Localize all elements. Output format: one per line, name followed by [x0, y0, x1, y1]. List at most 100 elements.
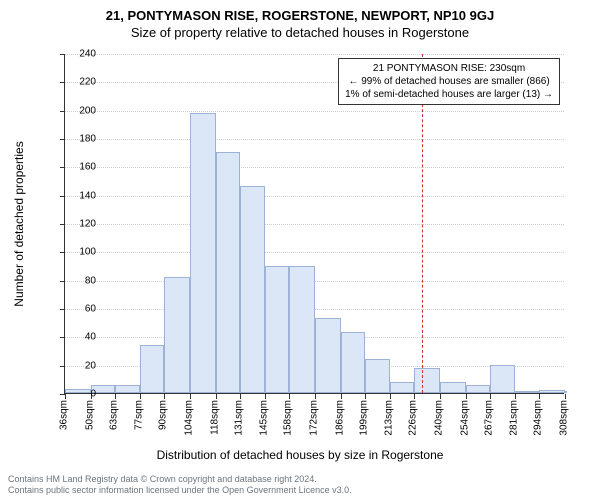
annotation-line: ← 99% of detached houses are smaller (86… [345, 75, 553, 88]
y-tick-label: 20 [68, 360, 96, 371]
y-tick-label: 220 [68, 77, 96, 88]
histogram-bar [265, 266, 289, 394]
histogram-bar [289, 266, 315, 394]
histogram-bar [390, 382, 414, 393]
footer-line-2: Contains public sector information licen… [8, 485, 352, 496]
x-tick-mark [315, 394, 316, 399]
x-tick-mark [240, 394, 241, 399]
x-tick-label: 145sqm [259, 400, 270, 436]
y-axis-label: Number of detached properties [12, 141, 26, 306]
chart-subtitle: Size of property relative to detached ho… [0, 23, 600, 40]
footer-line-1: Contains HM Land Registry data © Crown c… [8, 474, 352, 485]
x-tick-label: 186sqm [334, 400, 345, 436]
y-tick-mark [60, 309, 65, 310]
x-tick-label: 158sqm [283, 400, 294, 436]
histogram-bar [440, 382, 466, 393]
y-tick-label: 120 [68, 219, 96, 230]
x-tick-mark [466, 394, 467, 399]
y-tick-label: 160 [68, 162, 96, 173]
histogram-bar [515, 391, 539, 393]
x-tick-label: 118sqm [209, 400, 220, 435]
y-tick-label: 200 [68, 105, 96, 116]
grid-line [65, 167, 564, 168]
y-tick-mark [60, 82, 65, 83]
x-tick-mark [440, 394, 441, 399]
y-tick-label: 60 [68, 304, 96, 315]
y-tick-mark [60, 139, 65, 140]
x-tick-label: 308sqm [559, 400, 570, 436]
x-tick-mark [115, 394, 116, 399]
y-tick-mark [60, 224, 65, 225]
x-tick-label: 294sqm [533, 400, 544, 436]
x-tick-label: 104sqm [184, 400, 195, 436]
histogram-chart [64, 54, 564, 394]
x-tick-mark [414, 394, 415, 399]
histogram-bar [190, 113, 216, 394]
x-tick-mark [490, 394, 491, 399]
x-tick-mark [539, 394, 540, 399]
x-tick-label: 281sqm [509, 400, 520, 436]
histogram-bar [341, 332, 365, 393]
x-tick-label: 90sqm [158, 400, 169, 430]
x-tick-label: 50sqm [84, 400, 95, 430]
grid-line [65, 224, 564, 225]
y-tick-label: 140 [68, 190, 96, 201]
y-tick-mark [60, 252, 65, 253]
grid-line [65, 111, 564, 112]
y-tick-label: 100 [68, 247, 96, 258]
histogram-bar [240, 186, 266, 393]
x-tick-label: 131sqm [233, 400, 244, 436]
y-tick-label: 80 [68, 275, 96, 286]
grid-line [65, 139, 564, 140]
grid-line [65, 196, 564, 197]
y-tick-label: 40 [68, 332, 96, 343]
y-tick-mark [60, 337, 65, 338]
histogram-bar [466, 385, 490, 394]
x-tick-mark [390, 394, 391, 399]
y-tick-label: 240 [68, 49, 96, 60]
x-tick-mark [140, 394, 141, 399]
y-tick-mark [60, 196, 65, 197]
x-tick-mark [190, 394, 191, 399]
x-tick-label: 172sqm [309, 400, 320, 436]
histogram-bar [164, 277, 190, 393]
y-tick-mark [60, 366, 65, 367]
histogram-bar [539, 390, 565, 393]
histogram-bar [490, 365, 516, 393]
histogram-bar [140, 345, 164, 393]
x-tick-mark [565, 394, 566, 399]
grid-line [65, 252, 564, 253]
x-tick-label: 240sqm [434, 400, 445, 436]
y-tick-mark [60, 281, 65, 282]
histogram-bar [414, 368, 440, 394]
y-tick-mark [60, 54, 65, 55]
x-tick-mark [341, 394, 342, 399]
x-tick-mark [265, 394, 266, 399]
plot-area [64, 54, 564, 394]
histogram-bar [115, 385, 141, 394]
x-tick-mark [365, 394, 366, 399]
page-title: 21, PONTYMASON RISE, ROGERSTONE, NEWPORT… [0, 0, 600, 23]
x-tick-label: 267sqm [483, 400, 494, 436]
y-tick-mark [60, 167, 65, 168]
y-tick-label: 0 [68, 389, 96, 400]
histogram-bar [216, 152, 240, 393]
x-axis-label: Distribution of detached houses by size … [0, 448, 600, 462]
x-tick-mark [216, 394, 217, 399]
y-tick-mark [60, 111, 65, 112]
histogram-bar [365, 359, 391, 393]
histogram-bar [565, 391, 567, 393]
footer-attribution: Contains HM Land Registry data © Crown c… [8, 474, 352, 497]
grid-line [65, 54, 564, 55]
x-tick-mark [289, 394, 290, 399]
histogram-bar [315, 318, 341, 393]
x-tick-label: 63sqm [108, 400, 119, 430]
x-tick-label: 254sqm [459, 400, 470, 436]
annotation-line: 21 PONTYMASON RISE: 230sqm [345, 62, 553, 75]
x-tick-label: 226sqm [408, 400, 419, 436]
x-tick-label: 199sqm [358, 400, 369, 436]
x-tick-label: 213sqm [384, 400, 395, 436]
x-tick-label: 36sqm [59, 400, 70, 430]
x-tick-label: 77sqm [134, 400, 145, 430]
x-tick-mark [164, 394, 165, 399]
